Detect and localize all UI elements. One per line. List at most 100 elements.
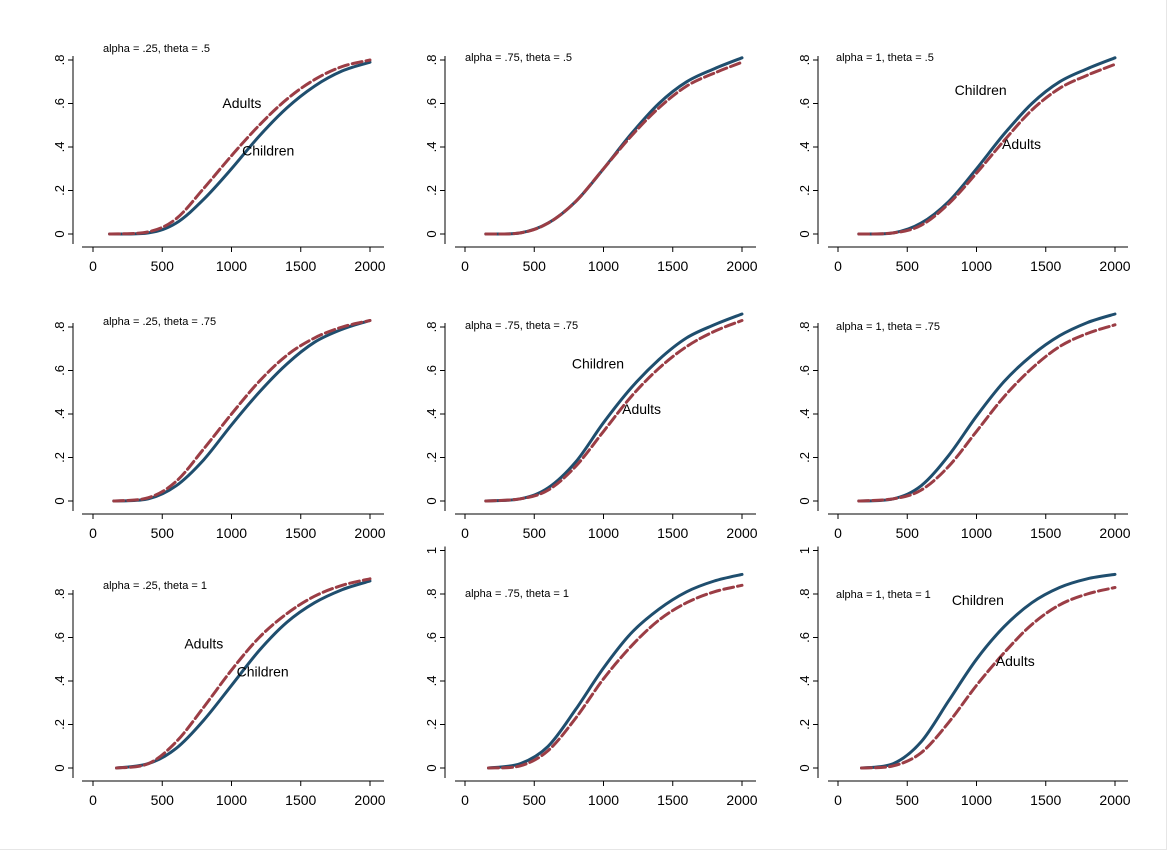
panel-2-3-y-tick-label: .2 (797, 452, 812, 463)
panel-2-2-series-children-label: Children (572, 355, 624, 371)
panel-2-1-x-tick-label: 1500 (285, 525, 316, 541)
panel-1-1-x-tick-label: 500 (151, 258, 175, 274)
panel-2-2-y-tick-label: 0 (424, 497, 439, 504)
panel-1-1-x-tick-label: 2000 (354, 258, 385, 274)
panel-1-1-series-adults-label: Adults (222, 95, 261, 111)
panel-3-2-series-adults-line (487, 583, 744, 770)
panel-3-3-y-tick-label: .4 (797, 676, 812, 687)
panel-3-3-x-tick-label: 1000 (961, 792, 992, 808)
panel-1-2-x-tick-label: 2000 (726, 258, 757, 274)
panel-1-2-y-tick-label: 0 (424, 230, 439, 237)
panel-1-3-y-tick-label: 0 (797, 230, 812, 237)
panel-1-1-y-tick-label: .4 (52, 142, 67, 153)
panel-2-2-y-tick-label: .6 (424, 365, 439, 376)
panel-3-2-y-tick-label: .2 (424, 719, 439, 730)
panel-2-2-x-tick-label: 1500 (657, 525, 688, 541)
panel-2-2-x-tick-label: 1000 (588, 525, 619, 541)
panel-3-2-x-tick-label: 1000 (588, 792, 619, 808)
panel-2-2-x-tick-label: 2000 (726, 525, 757, 541)
panel-1-2-y-tick-label: .4 (424, 142, 439, 153)
panel-2-2-x-tick-label: 0 (461, 525, 469, 541)
panel-3-3-series-adults-label: Adults (996, 653, 1035, 669)
panel-3-3-series-children-line (860, 572, 1117, 770)
panel-2-2-x-tick-label: 500 (523, 525, 547, 541)
panel-1-3-x-tick-label: 2000 (1099, 258, 1130, 274)
panel-1-1-title: alpha = .25, theta = .5 (103, 43, 210, 55)
panel-2-3-y-tick-label: .4 (797, 409, 812, 420)
panel-2-2-series-children-line (484, 312, 744, 503)
panel-2-1-y-tick-label: .4 (52, 409, 67, 420)
panel-3-1-series-children-line (115, 579, 372, 770)
panel-3-3-series-adults-line (860, 586, 1117, 770)
panel-2-3-series-adults-line (857, 323, 1117, 503)
panel-1-1-x-tick-label: 1000 (216, 258, 247, 274)
panel-2-1-series-adults-line (112, 319, 372, 503)
panel-3-1-y-tick-label: .8 (52, 589, 67, 600)
panel-1-3-y-tick-label: .8 (797, 55, 812, 66)
figure-right-border (1166, 0, 1167, 849)
panel-2-2-series-adults-label: Adults (622, 401, 661, 417)
panel-2-1-title: alpha = .25, theta = .75 (103, 316, 216, 328)
panel-2-2-y-tick-label: .4 (424, 409, 439, 420)
panel-3-1-x-tick-label: 0 (89, 792, 97, 808)
panel-1-2-y-tick-label: .8 (424, 55, 439, 66)
panel-1-2-series-adults-line (484, 60, 744, 236)
panel-1-1-series-adults-line (108, 58, 372, 236)
panel-3-1-y-tick-label: .2 (52, 719, 67, 730)
panel-3-1-series-adults-label: Adults (184, 635, 223, 651)
panel-3-2-x-tick-label: 0 (461, 792, 469, 808)
panel-2-2-y-tick-label: .2 (424, 452, 439, 463)
panel-3-1-title: alpha = .25, theta = 1 (103, 580, 207, 592)
panel-3-3-x-tick-label: 1500 (1030, 792, 1061, 808)
panel-2-2-series-adults-line (484, 319, 744, 503)
panel-1-2-y-tick-label: .2 (424, 185, 439, 196)
panel-3-2-y-tick-label: 1 (424, 547, 439, 554)
panel-3-3-y-tick-label: 1 (797, 547, 812, 554)
panel-1-3-series-adults-line (857, 62, 1117, 236)
panel-3-2-y-tick-label: .8 (424, 589, 439, 600)
panel-3-3-x-tick-label: 2000 (1099, 792, 1130, 808)
panel-1-3-series-children-label: Children (955, 82, 1007, 98)
panel-3-2-x-tick-label: 1500 (657, 792, 688, 808)
panel-3-1-series-adults-line (115, 577, 372, 770)
panel-1-1-y-tick-label: .6 (52, 98, 67, 109)
panel-1-2-x-tick-label: 0 (461, 258, 469, 274)
panel-3-1-x-tick-label: 2000 (354, 792, 385, 808)
panel-3-2-title: alpha = .75, theta = 1 (465, 588, 569, 600)
panel-2-3-y-tick-label: .6 (797, 365, 812, 376)
panel-1-1-series-children-label: Children (242, 143, 294, 159)
panel-3-2-y-tick-label: 0 (424, 764, 439, 771)
panel-2-1-y-tick-label: .2 (52, 452, 67, 463)
panel-2-1-x-tick-label: 1000 (216, 525, 247, 541)
panel-2-3-x-tick-label: 1500 (1030, 525, 1061, 541)
panel-1-1-y-tick-label: .8 (52, 55, 67, 66)
panel-3-2-series-children-line (487, 572, 744, 770)
panel-2-1-y-tick-label: .6 (52, 365, 67, 376)
panel-2-2-title: alpha = .75, theta = .75 (465, 320, 578, 332)
panel-3-1-x-tick-label: 1500 (285, 792, 316, 808)
panel-3-2-x-tick-label: 2000 (726, 792, 757, 808)
panel-2-3-x-tick-label: 500 (896, 525, 920, 541)
panel-3-3-y-tick-label: .6 (797, 632, 812, 643)
panel-1-1-series-children-line (108, 60, 372, 236)
panel-3-3-y-tick-label: .8 (797, 589, 812, 600)
panel-1-3-x-tick-label: 1500 (1030, 258, 1061, 274)
panel-3-3-x-tick-label: 0 (834, 792, 842, 808)
panel-2-1-x-tick-label: 0 (89, 525, 97, 541)
panel-3-3-x-tick-label: 500 (896, 792, 920, 808)
panel-3-1-y-tick-label: .6 (52, 632, 67, 643)
panel-3-2-y-tick-label: .4 (424, 676, 439, 687)
panel-1-1-y-tick-label: .2 (52, 185, 67, 196)
panel-1-3-y-tick-label: .6 (797, 98, 812, 109)
panel-3-3-y-tick-label: 0 (797, 764, 812, 771)
panel-3-3-series-children-label: Children (952, 592, 1004, 608)
panel-2-3-series-children-line (857, 312, 1117, 503)
panel-2-1-series-children-line (112, 319, 372, 503)
panel-1-3-y-tick-label: .4 (797, 142, 812, 153)
panel-1-2-x-tick-label: 500 (523, 258, 547, 274)
panel-3-2-y-tick-label: .6 (424, 632, 439, 643)
panel-2-1-x-tick-label: 500 (151, 525, 175, 541)
panel-1-2-y-tick-label: .6 (424, 98, 439, 109)
